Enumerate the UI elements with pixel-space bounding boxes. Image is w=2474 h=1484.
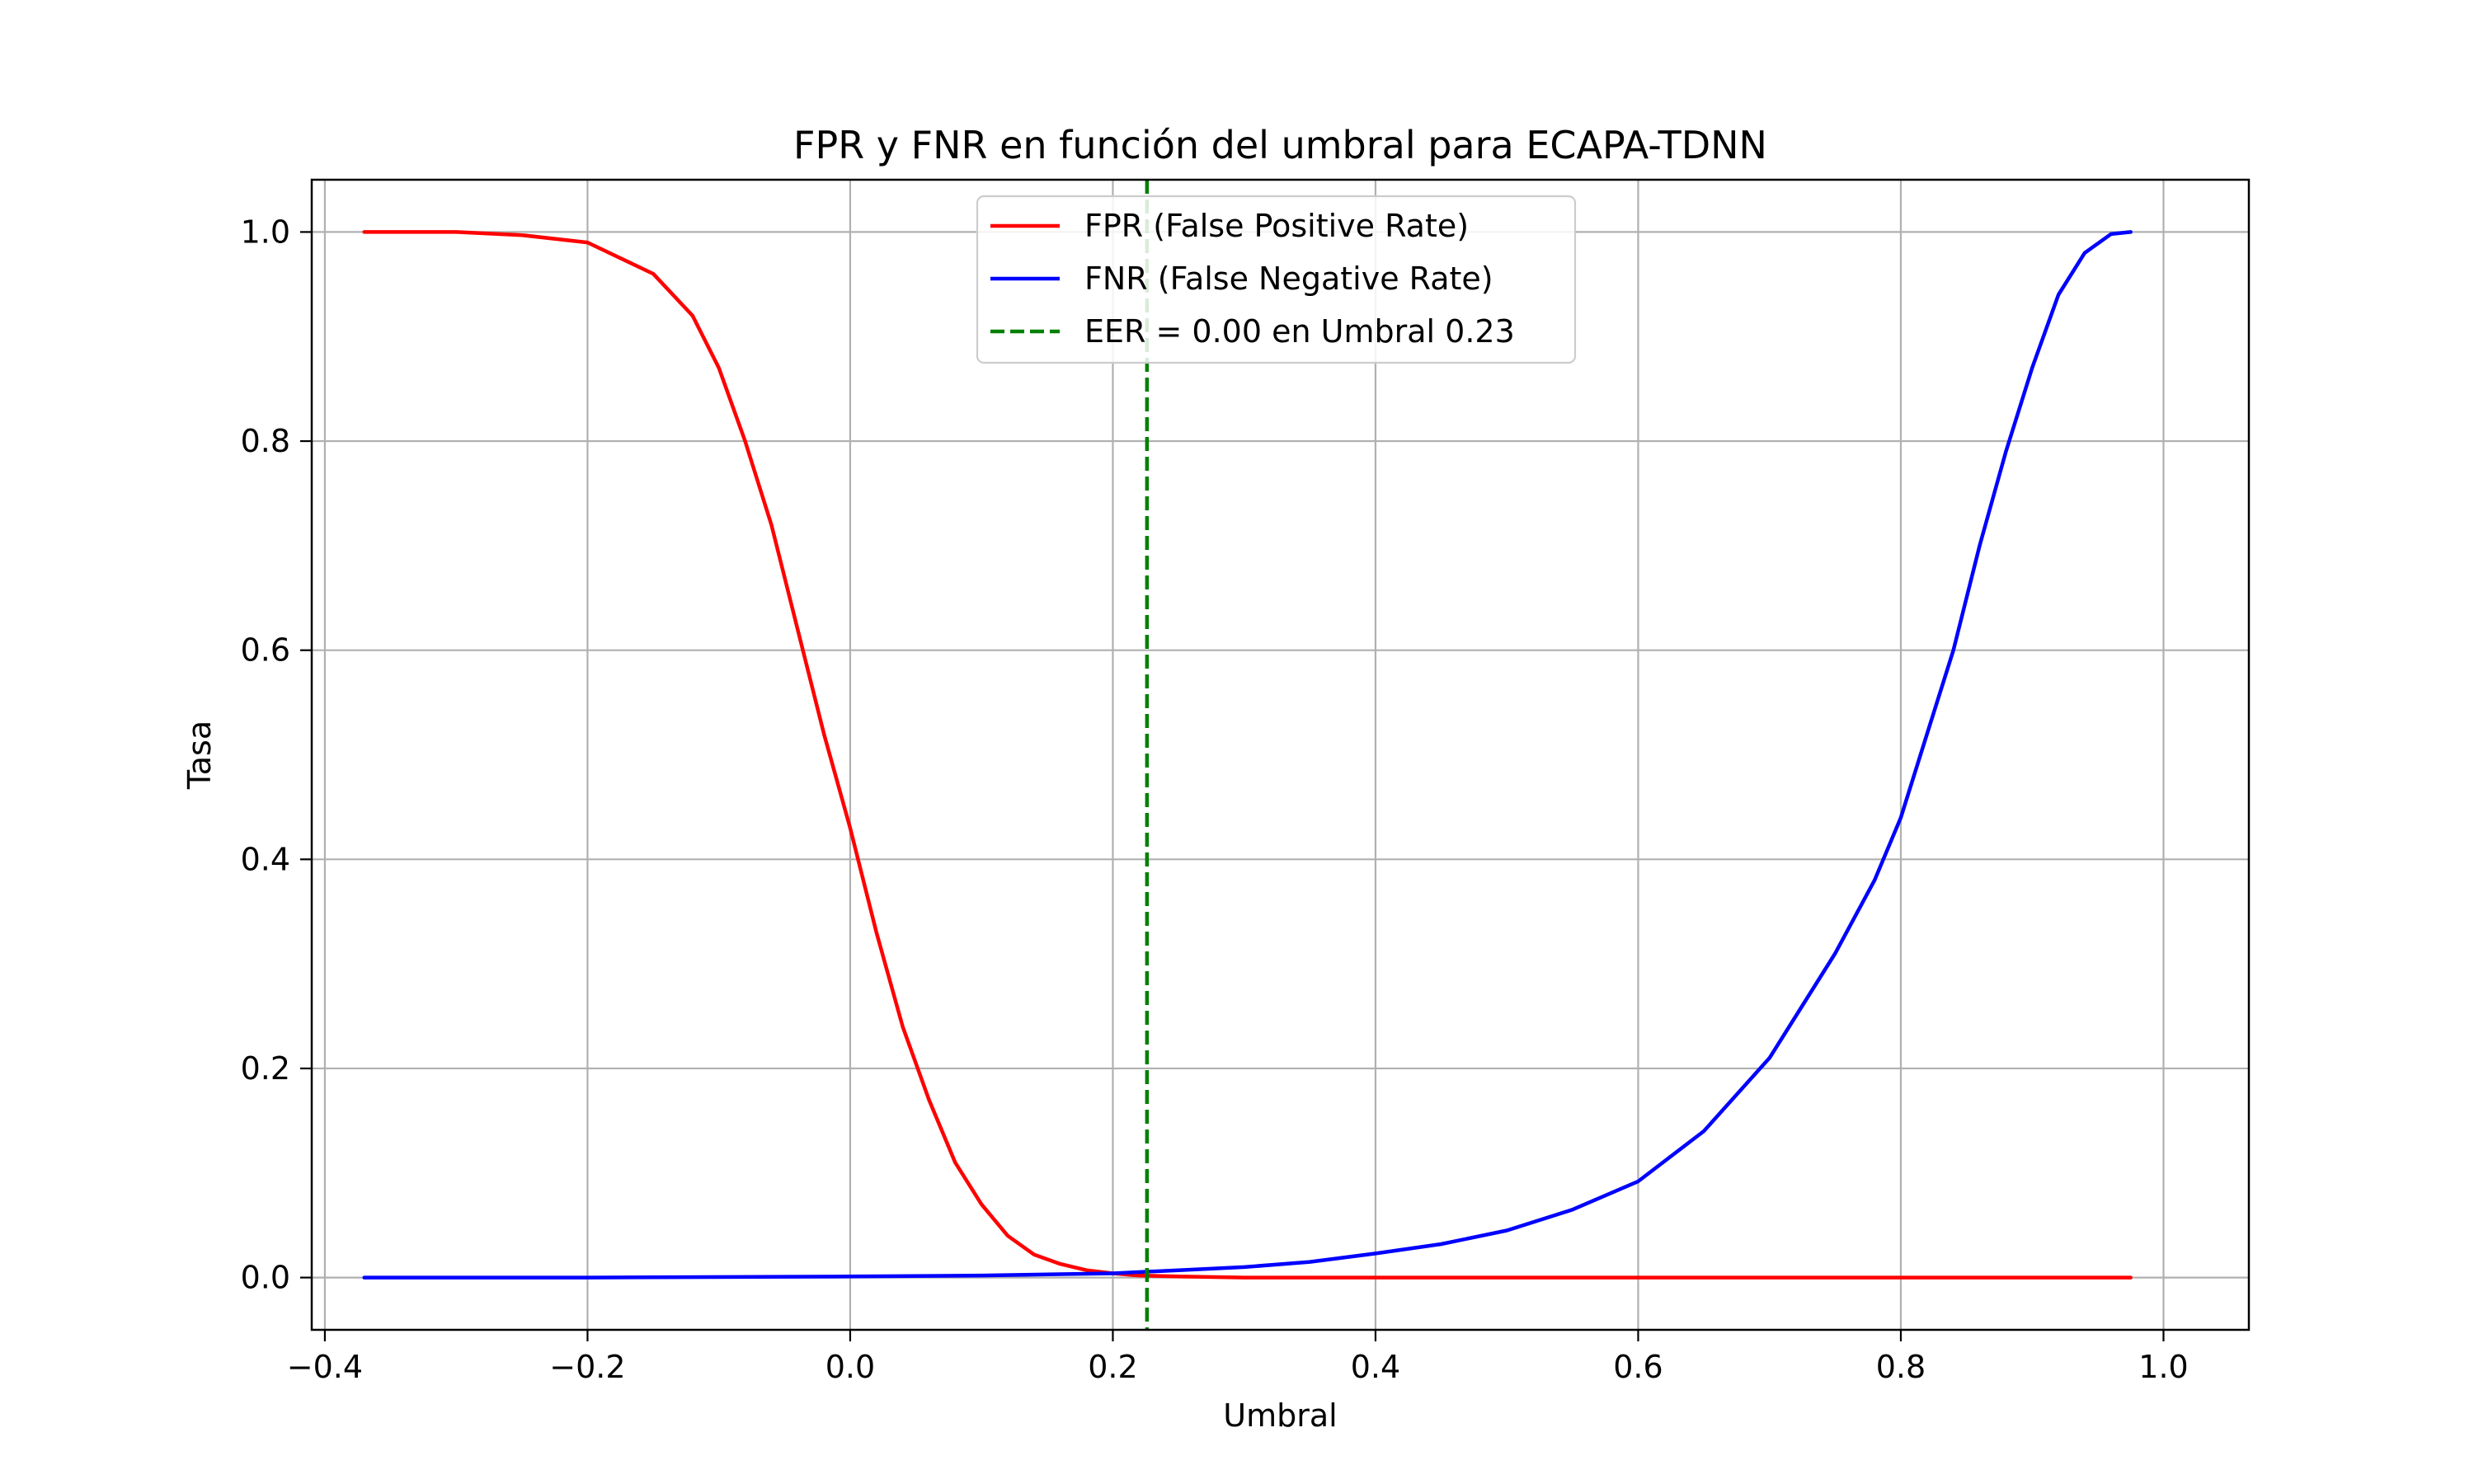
ticks-layer: −0.4 −0.2 0.0 0.2 0.4 0.6 0.8 1.0 0.0 0.2 0.4 0.6 0.… [241,214,2189,1385]
y-tick-label: 0.2 [241,1050,290,1087]
plot-frame [310,178,2251,1331]
series-line-fpr [362,230,2133,1280]
x-tick-label: 1.0 [2138,1349,2188,1385]
legend: FPR (False Positive Rate) FNR (False Nega… [976,195,1577,364]
legend-box [976,195,1577,364]
y-tick-label: 0.6 [241,632,290,669]
legend-label-fnr: FNR (False Negative Rate) [1084,261,1493,297]
legend-label-eer: EER = 0.00 en Umbral 0.23 [1084,313,1515,350]
chart-title: FPR y FNR en función del umbral para ECA… [793,123,1767,167]
x-tick-label: 0.0 [825,1349,875,1385]
y-tick-label: 0.8 [241,423,290,459]
x-tick-label: 0.4 [1351,1349,1400,1385]
x-tick-label: 0.2 [1088,1349,1137,1385]
y-tick-label: 0.0 [241,1260,290,1296]
legend-label-fpr: FPR (False Positive Rate) [1084,208,1469,244]
x-tick-label: 0.8 [1876,1349,1926,1385]
x-tick-label: −0.4 [287,1349,363,1385]
x-axis-label: Umbral [1223,1397,1337,1434]
y-tick-label: 0.4 [241,841,290,877]
x-tick-label: −0.2 [549,1349,625,1385]
y-axis-label: Tasa [181,721,218,790]
y-tick-label: 1.0 [241,214,290,250]
x-tick-label: 0.6 [1613,1349,1663,1385]
plot-layer [362,180,2133,1330]
